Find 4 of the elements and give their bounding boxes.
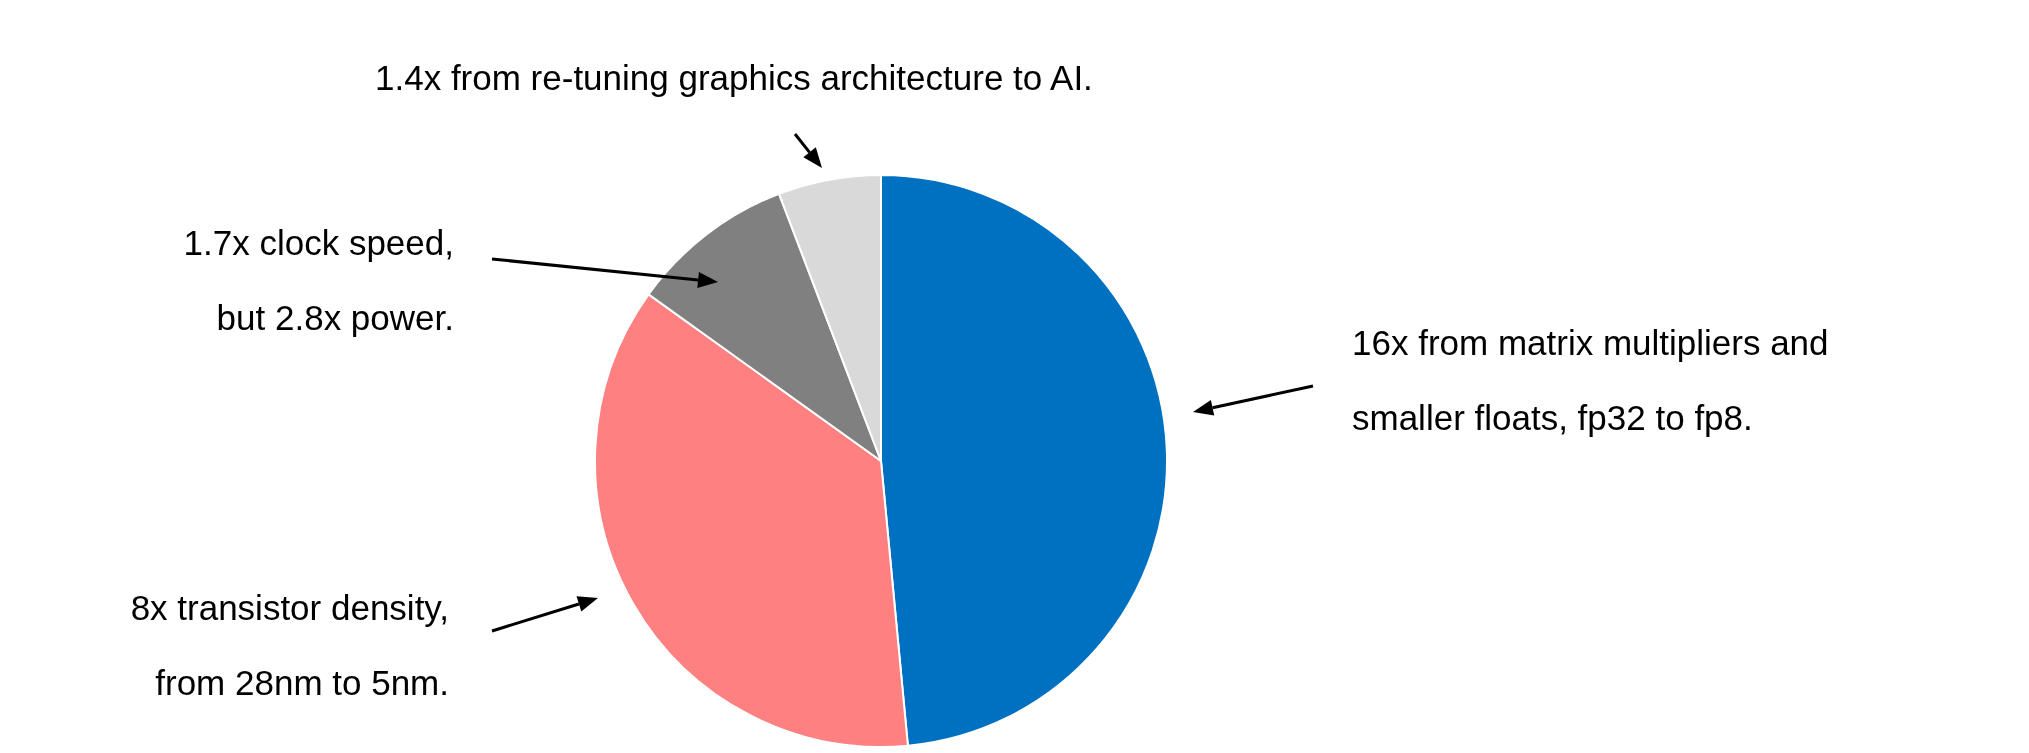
slice-label: 8x transistor density, from 28nm to 5nm. [130,587,449,704]
slice-label: 16x from matrix multipliers and smaller floats, fp32 to fp8. [1352,322,1829,439]
slice-label: 1.4x from re-tuning graphics architecture to AI. [375,57,1093,99]
slice-label: 1.7x clock speed, but 2.8x power. [183,222,454,339]
